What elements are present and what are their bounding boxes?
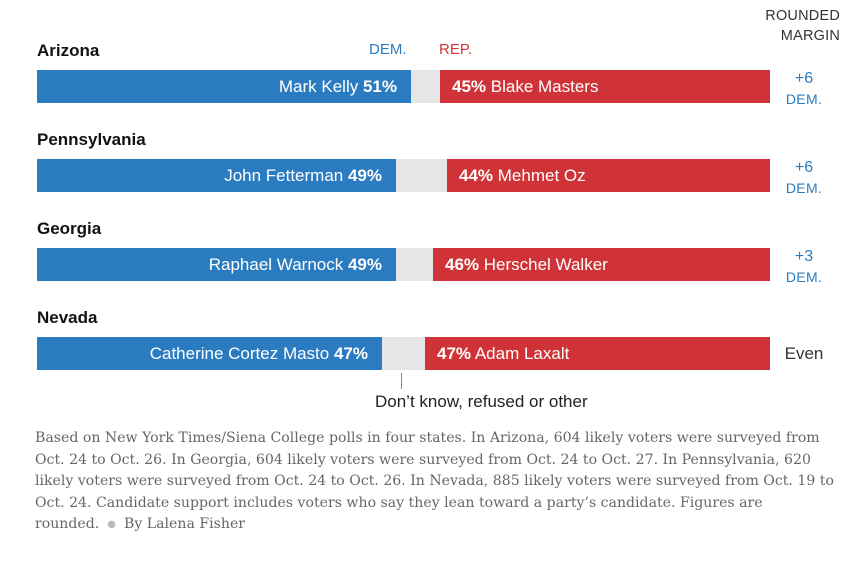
dem-candidate-name: Mark Kelly <box>278 77 363 96</box>
dem-column-label: DEM. <box>369 41 407 58</box>
dem-candidate-label: Catherine Cortez Masto 47% <box>37 337 382 370</box>
rep-bar <box>447 159 770 192</box>
dem-percent: 49% <box>347 166 382 185</box>
margin-number: +6 <box>794 159 814 176</box>
rep-percent: 46% <box>445 255 480 274</box>
rep-candidate-label: 44% Mehmet Oz <box>447 159 586 192</box>
bar-track: Mark Kelly 51% 45% Blake Masters <box>37 70 770 103</box>
rep-candidate-name: Herschel Walker <box>479 255 608 274</box>
margin-party: DEM. <box>785 91 823 107</box>
margin-number: +3 <box>794 248 814 265</box>
margin-value: +3 DEM. <box>776 246 832 288</box>
dem-candidate-name: Raphael Warnock <box>208 255 348 274</box>
state-name: Arizona <box>37 41 100 60</box>
margin-party: DEM. <box>785 180 823 196</box>
note-text: Based on New York Times/Siena College po… <box>35 430 834 532</box>
rep-bar <box>440 70 770 103</box>
rep-candidate-label: 45% Blake Masters <box>440 70 598 103</box>
dem-percent: 51% <box>362 77 397 96</box>
rep-candidate-label: 46% Herschel Walker <box>433 248 608 281</box>
byline: By Lalena Fisher <box>123 516 246 532</box>
margin-value: +6 DEM. <box>776 68 832 110</box>
dem-bar <box>37 159 396 192</box>
margin-header-line1: ROUNDED <box>765 8 840 24</box>
rep-candidate-name: Blake Masters <box>486 77 599 96</box>
margin-column-header: ROUNDED MARGIN <box>748 6 840 46</box>
dem-bar <box>37 337 382 370</box>
dem-candidate-name: John Fetterman <box>224 166 348 185</box>
margin-value: +6 DEM. <box>776 157 832 199</box>
other-label: Don’t know, refused or other <box>375 392 588 411</box>
source-note: Based on New York Times/Siena College po… <box>35 428 835 536</box>
bar-track: Raphael Warnock 49% 46% Herschel Walker <box>37 248 770 281</box>
dem-candidate-label: Raphael Warnock 49% <box>37 248 396 281</box>
rep-bar <box>433 248 770 281</box>
rep-percent: 47% <box>437 344 472 363</box>
other-tick <box>401 373 402 389</box>
rep-bar <box>425 337 770 370</box>
margin-header-line2: MARGIN <box>780 28 840 44</box>
rep-column-label: REP. <box>439 41 473 58</box>
state-name: Pennsylvania <box>37 130 146 149</box>
margin-party: DEM. <box>785 269 823 285</box>
rep-candidate-name: Adam Laxalt <box>471 344 570 363</box>
dem-bar <box>37 70 411 103</box>
bar-track: Catherine Cortez Masto 47% 47% Adam Laxal… <box>37 337 770 370</box>
dem-candidate-label: Mark Kelly 51% <box>37 70 411 103</box>
dem-candidate-name: Catherine Cortez Masto <box>149 344 334 363</box>
dem-percent: 47% <box>333 344 368 363</box>
dem-candidate-label: John Fetterman 49% <box>37 159 396 192</box>
bar-track: John Fetterman 49% 44% Mehmet Oz <box>37 159 770 192</box>
rep-percent: 45% <box>452 77 487 96</box>
margin-number: +6 <box>794 70 814 87</box>
rep-candidate-name: Mehmet Oz <box>493 166 586 185</box>
separator-dot-icon: ● <box>107 519 116 530</box>
margin-value: Even <box>784 344 824 363</box>
rep-candidate-label: 47% Adam Laxalt <box>425 337 569 370</box>
state-name: Georgia <box>37 219 102 238</box>
rep-percent: 44% <box>459 166 494 185</box>
state-name: Nevada <box>37 308 98 327</box>
dem-bar <box>37 248 396 281</box>
dem-percent: 49% <box>347 255 382 274</box>
